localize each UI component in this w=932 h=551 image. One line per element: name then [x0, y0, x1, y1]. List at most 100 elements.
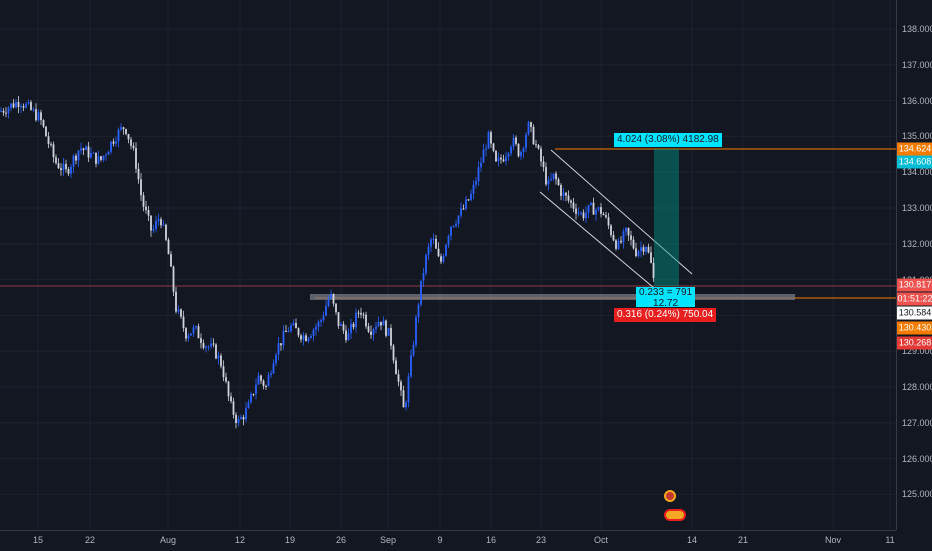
price-tick-label: 128.000: [902, 382, 932, 392]
candles-group: [0, 95, 655, 429]
candle-body: [605, 215, 607, 218]
candle-body: [442, 255, 445, 262]
candle-body: [252, 393, 255, 395]
candle-body: [25, 103, 27, 108]
candle-body: [590, 202, 592, 206]
candle-body: [200, 338, 202, 343]
candle-body: [650, 252, 652, 263]
time-axis[interactable]: 15 22 Aug 12 19 26 Sep 9 16 23 Oct 14 21 Nov 11: [0, 530, 896, 551]
candle-body: [412, 344, 415, 356]
candle-body: [210, 343, 212, 347]
candle-body: [507, 153, 510, 157]
candle-body: [215, 344, 217, 359]
candle-body: [417, 304, 420, 318]
candle-body: [132, 145, 135, 148]
time-tick-label: 14: [686, 535, 698, 545]
candle-body: [175, 291, 177, 312]
candle-body: [157, 219, 160, 221]
channel-upper-line[interactable]: [550, 149, 693, 275]
candle-body: [147, 210, 150, 216]
price-chart[interactable]: [0, 0, 896, 530]
candle-body: [337, 312, 340, 326]
candle-body: [405, 402, 407, 408]
price-tick-label: 133.000: [902, 203, 932, 213]
candle-body: [307, 338, 310, 342]
candle-body: [387, 327, 390, 336]
candle-body: [237, 419, 240, 424]
candle-body: [262, 380, 265, 387]
candle-body: [287, 331, 290, 333]
event-badge-icon[interactable]: [664, 490, 676, 502]
candle-body: [455, 223, 457, 226]
price-tick-label: 134.000: [902, 167, 932, 178]
candle-body: [642, 247, 645, 252]
candle-body: [295, 323, 297, 329]
candle-body: [600, 207, 602, 214]
candle-body: [477, 167, 480, 182]
candle-body: [560, 184, 562, 196]
candle-body: [95, 152, 97, 164]
candle-body: [617, 240, 620, 249]
candle-body: [347, 333, 350, 341]
channel-lower-line[interactable]: [539, 191, 655, 289]
candle-body: [275, 354, 277, 364]
candle-body: [637, 251, 640, 256]
price-tag: 130.430: [897, 321, 932, 335]
candle-body: [202, 342, 205, 348]
time-tick-label: 15: [32, 535, 44, 545]
candle-body: [382, 320, 385, 326]
candle-body: [52, 144, 55, 158]
candle-body: [135, 147, 137, 169]
candle-body: [572, 202, 575, 209]
candle-body: [297, 328, 300, 336]
candle-body: [632, 239, 635, 249]
price-tag: 130.268: [897, 336, 932, 350]
candle-body: [497, 157, 500, 162]
candle-body: [305, 335, 307, 342]
candle-body: [140, 179, 142, 196]
candle-body: [537, 145, 540, 149]
candle-body: [415, 317, 417, 345]
support-zone[interactable]: [310, 294, 795, 300]
candle-body: [82, 148, 85, 151]
candle-body: [42, 120, 45, 127]
candle-body: [562, 192, 565, 196]
candle-body: [645, 246, 647, 252]
price-tick-label: 126.000: [902, 453, 932, 464]
price-tag: 130.817: [897, 278, 932, 292]
candle-body: [102, 155, 105, 160]
candle-body: [177, 309, 180, 312]
candle-body: [502, 159, 505, 162]
candle-body: [205, 346, 207, 348]
candle-body: [5, 112, 7, 114]
candle-body: [267, 375, 270, 387]
candle-body: [602, 213, 605, 216]
candle-body: [30, 102, 32, 110]
candle-body: [520, 151, 522, 157]
candle-body: [490, 132, 492, 144]
candle-body: [612, 235, 615, 241]
candle-body: [397, 374, 400, 382]
candle-body: [565, 192, 567, 196]
candle-body: [342, 324, 345, 331]
candle-body: [555, 173, 557, 180]
candle-body: [2, 110, 5, 113]
candle-body: [67, 169, 70, 174]
candle-body: [100, 156, 102, 160]
candle-body: [185, 328, 187, 339]
price-tick-label: 129.000: [902, 346, 932, 357]
candle-body: [485, 148, 487, 150]
price-tag: 01:51:22: [897, 292, 932, 306]
candle-body: [340, 324, 342, 326]
candle-body: [12, 103, 15, 108]
candle-body: [465, 199, 467, 209]
candle-body: [165, 224, 167, 240]
event-badge-icon[interactable]: [664, 509, 686, 521]
candle-body: [567, 195, 570, 201]
chart-area[interactable]: 4.024 (3.08%) 4182.98 0.233 = 791 12.72 …: [0, 0, 896, 530]
price-axis[interactable]: 138.000 137.000 136.000 135.000 134.000 133.0…: [896, 0, 932, 530]
projection-target-box[interactable]: [654, 149, 679, 286]
candle-body: [260, 375, 262, 381]
candle-body: [330, 293, 332, 299]
candle-body: [292, 323, 295, 326]
